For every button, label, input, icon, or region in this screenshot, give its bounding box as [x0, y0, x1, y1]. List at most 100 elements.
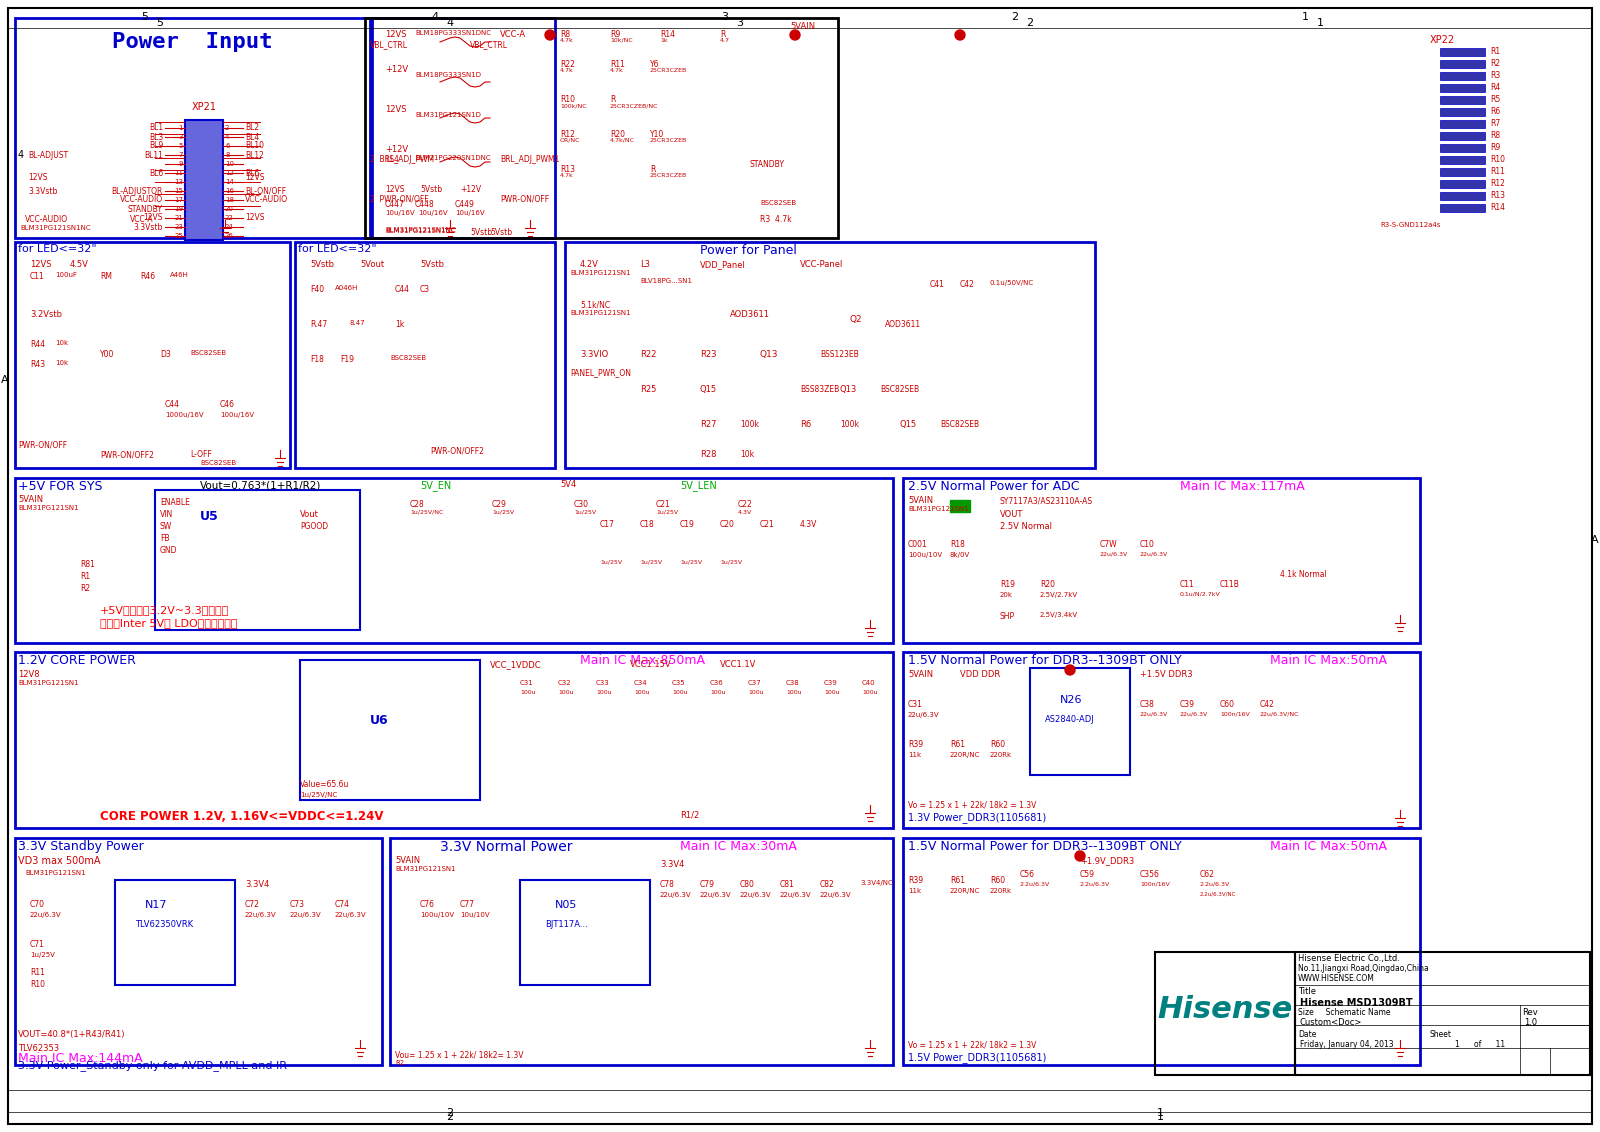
Text: 4: 4 — [226, 134, 229, 140]
Text: C72: C72 — [245, 900, 259, 909]
Text: 25CR3CZEB: 25CR3CZEB — [650, 173, 688, 178]
Text: 5VAIN: 5VAIN — [18, 495, 43, 504]
Bar — [1440, 192, 1485, 200]
Text: 8k/0V: 8k/0V — [950, 552, 970, 558]
Circle shape — [955, 31, 965, 40]
Text: C71: C71 — [30, 940, 45, 949]
Text: BL10: BL10 — [245, 142, 264, 151]
Text: C39: C39 — [824, 680, 838, 686]
Bar — [1030, 668, 1130, 775]
Bar — [520, 880, 650, 985]
Text: Sheet: Sheet — [1430, 1030, 1453, 1039]
Text: 5V_EN: 5V_EN — [419, 480, 451, 491]
Text: 5VAIN: 5VAIN — [909, 496, 933, 505]
Text: BLM31PG121SN1NC: BLM31PG121SN1NC — [19, 225, 91, 231]
Text: 1: 1 — [1317, 18, 1323, 28]
Text: OR/NC: OR/NC — [560, 138, 581, 143]
Text: Main IC Max:50mA: Main IC Max:50mA — [1270, 840, 1387, 854]
Text: Hisense Electric Co.,Ltd.: Hisense Electric Co.,Ltd. — [1298, 954, 1400, 963]
Text: BJT117A...: BJT117A... — [546, 920, 587, 929]
Text: C78: C78 — [661, 880, 675, 889]
Bar — [1440, 204, 1485, 212]
Text: 7: 7 — [179, 152, 182, 158]
Text: Main IC Max:30mA: Main IC Max:30mA — [680, 840, 797, 854]
Text: LS4: LS4 — [386, 155, 398, 164]
Text: Title: Title — [1298, 987, 1315, 996]
Text: R1: R1 — [1490, 48, 1501, 57]
Text: C448: C448 — [414, 200, 435, 209]
Circle shape — [1066, 664, 1075, 675]
Text: 22u/6.3V: 22u/6.3V — [739, 892, 771, 898]
Bar — [294, 242, 555, 468]
Text: 3.3V Power_Standby only for AVDD_MPLL and IR: 3.3V Power_Standby only for AVDD_MPLL an… — [18, 1060, 286, 1071]
Text: R81: R81 — [80, 560, 94, 569]
Text: R.47: R.47 — [310, 320, 328, 329]
Text: BL1: BL1 — [149, 123, 163, 132]
Bar — [1440, 72, 1485, 80]
Text: 5Vout: 5Vout — [360, 260, 384, 269]
Bar — [1440, 96, 1485, 104]
Text: 100u: 100u — [749, 691, 763, 695]
Text: C21: C21 — [760, 520, 774, 529]
Text: Vout: Vout — [301, 511, 318, 518]
Text: C33: C33 — [595, 680, 610, 686]
Text: R10: R10 — [560, 95, 574, 104]
Text: Size     Schematic Name: Size Schematic Name — [1298, 1007, 1390, 1017]
Text: C74: C74 — [334, 900, 350, 909]
Text: 24: 24 — [226, 224, 234, 230]
Text: 2  BRL_ADJ_PWM: 2 BRL_ADJ_PWM — [370, 155, 434, 164]
Text: C59: C59 — [1080, 871, 1094, 880]
Text: VBL_CTRL: VBL_CTRL — [470, 40, 509, 49]
Text: 1.3V Power_DDR3(1105681): 1.3V Power_DDR3(1105681) — [909, 812, 1046, 823]
Text: 1u/25V: 1u/25V — [656, 511, 678, 515]
Text: C41: C41 — [930, 280, 946, 289]
Text: 22u/6.3V: 22u/6.3V — [290, 912, 322, 918]
Bar — [390, 838, 893, 1065]
Text: R13: R13 — [1490, 191, 1506, 200]
Text: R14: R14 — [1490, 204, 1506, 213]
Text: PWR-ON/OFF2: PWR-ON/OFF2 — [430, 447, 483, 456]
Bar — [301, 660, 480, 800]
Text: Date: Date — [1298, 1030, 1317, 1039]
Text: C31: C31 — [909, 700, 923, 709]
Text: 22u/6.3V: 22u/6.3V — [1139, 552, 1168, 557]
Text: 3.3V4: 3.3V4 — [661, 860, 685, 869]
Text: 11k: 11k — [909, 887, 922, 894]
Bar — [1440, 108, 1485, 115]
Text: BLM31PG121SN1D: BLM31PG121SN1D — [414, 112, 482, 118]
Text: 12VS: 12VS — [29, 173, 48, 182]
Text: C39: C39 — [1181, 700, 1195, 709]
Text: Power for Panel: Power for Panel — [701, 245, 797, 257]
Text: C11: C11 — [1181, 580, 1195, 589]
Text: VD3 max 500mA: VD3 max 500mA — [18, 856, 101, 866]
Text: 10k: 10k — [739, 451, 754, 458]
Bar — [902, 652, 1421, 827]
Text: +5V FOR SYS: +5V FOR SYS — [18, 480, 102, 494]
Text: +12V: +12V — [461, 185, 482, 194]
Text: R6: R6 — [800, 420, 811, 429]
Text: 14: 14 — [226, 179, 234, 185]
Text: R39: R39 — [909, 740, 923, 749]
Text: 12VS: 12VS — [30, 260, 51, 269]
Text: VCC1.15V: VCC1.15V — [630, 660, 672, 669]
Text: VCC-AUDIO: VCC-AUDIO — [120, 196, 163, 205]
Text: R14: R14 — [661, 31, 675, 38]
Text: +12V: +12V — [386, 145, 408, 154]
Text: BLV18PG...SN1: BLV18PG...SN1 — [640, 278, 691, 284]
Text: C80: C80 — [739, 880, 755, 889]
Text: C35: C35 — [672, 680, 686, 686]
Text: 5Vstb: 5Vstb — [419, 260, 445, 269]
Text: R9: R9 — [610, 31, 621, 38]
Circle shape — [546, 31, 555, 40]
Text: 4: 4 — [18, 151, 24, 160]
Text: 16: 16 — [226, 188, 234, 194]
Text: 10k: 10k — [54, 360, 69, 366]
Text: Y6: Y6 — [650, 60, 659, 69]
Text: 11k: 11k — [909, 752, 922, 758]
Text: 12: 12 — [226, 170, 234, 175]
Text: 100u: 100u — [824, 691, 840, 695]
Text: BSC82SEB: BSC82SEB — [760, 200, 797, 206]
Text: BL4: BL4 — [245, 132, 259, 142]
Text: 2.5V Normal: 2.5V Normal — [1000, 522, 1053, 531]
Text: 21: 21 — [174, 215, 182, 221]
